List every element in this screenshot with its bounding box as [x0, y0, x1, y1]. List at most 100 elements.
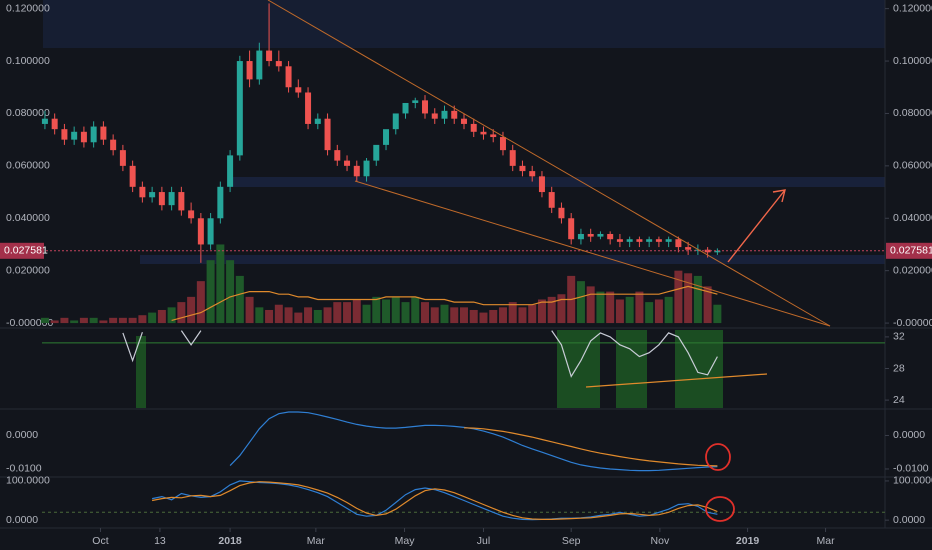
series-line — [180, 330, 202, 346]
series-line — [551, 330, 718, 378]
volume-bar — [489, 309, 498, 324]
candle-body — [207, 218, 214, 245]
y-tick-label: 100.0000 — [6, 475, 50, 487]
volume-bar — [372, 296, 381, 324]
x-tick-label: Jul — [477, 535, 490, 547]
zone-low — [140, 255, 885, 264]
volume-bar — [421, 302, 430, 324]
candle-body — [295, 87, 302, 93]
volume-bar — [274, 304, 283, 324]
volume-bar — [89, 317, 98, 324]
volume-bar — [206, 260, 215, 324]
candle-body — [607, 233, 614, 240]
candle-body — [577, 233, 584, 240]
volume-bar — [157, 309, 166, 324]
candle-body — [51, 118, 58, 130]
candle-body — [246, 61, 253, 80]
volume-bar — [265, 309, 274, 324]
candle-body — [168, 192, 175, 206]
volume-bar — [625, 296, 634, 324]
candle-body — [100, 126, 107, 140]
y-tick-label: 0.0000 — [6, 429, 38, 441]
volume-bar — [459, 307, 468, 324]
candle-body — [158, 192, 165, 206]
last-price-box — [886, 242, 932, 259]
candle-body — [256, 50, 263, 80]
candle-body — [363, 160, 370, 177]
rsi-zone — [557, 330, 600, 408]
candle-body — [655, 239, 662, 242]
x-tick-label: Sep — [562, 535, 581, 547]
volume-bar — [684, 273, 693, 324]
volume-bar — [557, 294, 566, 324]
zone-top — [43, 0, 885, 48]
candle-body — [188, 210, 195, 219]
volume-bar — [537, 299, 546, 324]
volume-bar — [128, 317, 137, 324]
candle-body — [314, 118, 321, 124]
candle-body — [460, 118, 467, 124]
candle-body — [119, 150, 126, 166]
candle-body — [431, 113, 438, 119]
volume-bar — [606, 291, 615, 324]
y-tick-label: 0.080000 — [893, 107, 932, 119]
volume-bar — [576, 281, 585, 324]
candle-body — [665, 239, 672, 242]
candle-body — [80, 131, 87, 143]
candle-body — [412, 100, 419, 103]
candle-body — [353, 165, 360, 177]
volume-bar — [693, 275, 702, 324]
y-tick-label: 0.0000 — [893, 514, 925, 526]
volume-bar — [713, 304, 722, 324]
series-line — [463, 427, 718, 467]
zone-mid — [230, 177, 885, 187]
candle-body — [217, 186, 224, 219]
volume-bar — [323, 307, 332, 324]
volume-bar — [411, 296, 420, 324]
candle-body — [548, 192, 555, 208]
volume-bar — [187, 296, 196, 324]
volume-bar — [518, 307, 527, 324]
volume-bar — [138, 315, 147, 324]
volume-bar — [615, 299, 624, 324]
x-tick-label: 13 — [154, 535, 166, 547]
candle-body — [383, 129, 390, 145]
volume-bar — [362, 304, 371, 324]
candle-body — [626, 239, 633, 242]
y-tick-label: 32 — [893, 331, 905, 343]
candle-body — [129, 165, 136, 187]
y-tick-label: 0.120000 — [893, 2, 932, 14]
candle-body — [490, 134, 497, 138]
volume-bar — [654, 299, 663, 324]
candle-body — [392, 113, 399, 130]
candle-body — [227, 155, 234, 187]
candle-body — [334, 150, 341, 161]
series-line — [151, 481, 718, 521]
y-tick-label: 0.060000 — [6, 160, 50, 172]
volume-bar — [60, 317, 69, 324]
candle-body — [41, 118, 48, 124]
candle-body — [139, 186, 146, 198]
y-tick-label: 0.100000 — [6, 55, 50, 67]
candle-body — [597, 233, 604, 237]
candle-body — [422, 100, 429, 114]
series-line — [122, 332, 143, 363]
volume-bar — [79, 317, 88, 324]
y-tick-label: 0.0000 — [893, 429, 925, 441]
volume-bar — [70, 320, 79, 324]
volume-bar — [440, 304, 449, 324]
candle-body — [616, 239, 623, 242]
y-tick-label: 0.040000 — [893, 212, 932, 224]
y-tick-label: -0.000000 — [893, 317, 932, 329]
volume-bar — [294, 312, 303, 324]
candle-body — [694, 249, 701, 251]
rsi-zone — [136, 336, 146, 408]
y-tick-label: 28 — [893, 362, 905, 374]
volume-bar — [635, 291, 644, 324]
drawings — [267, 0, 831, 522]
candle-body — [636, 239, 643, 242]
rsi-zone — [675, 330, 723, 408]
candle-body — [236, 61, 243, 156]
candle-body — [538, 176, 545, 193]
